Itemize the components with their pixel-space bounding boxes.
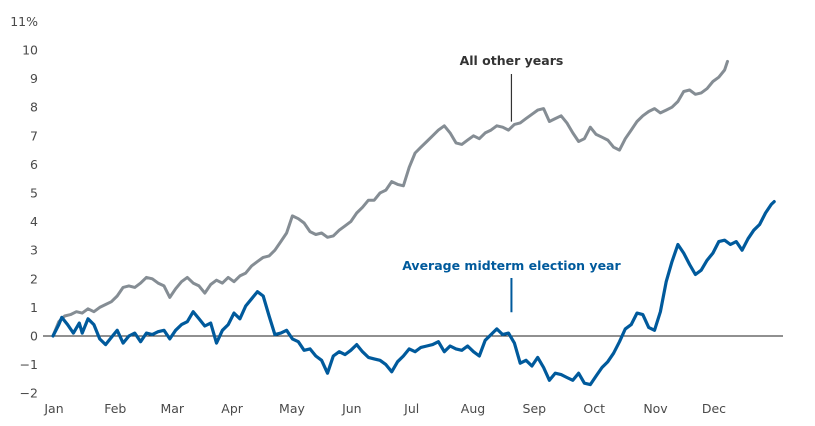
y-tick-label: 1: [30, 300, 38, 315]
y-tick-label: −1: [20, 357, 38, 372]
series-line-all-other-years: [51, 59, 729, 338]
x-tick-label: Sep: [523, 401, 547, 416]
x-tick-label: Feb: [104, 401, 126, 416]
midterm-year-label: Average midterm election year: [402, 258, 621, 273]
all-other-years-label: All other years: [460, 53, 564, 68]
y-tick-label: 0: [30, 329, 38, 344]
x-tick-label: Dec: [702, 401, 726, 416]
x-tick-label: Mar: [160, 401, 184, 416]
x-tick-label: Oct: [583, 401, 605, 416]
series-layer: [51, 59, 776, 387]
y-tick-label: 5: [30, 186, 38, 201]
x-tick-label: Aug: [461, 401, 485, 416]
x-tick-label: Jul: [403, 401, 419, 416]
y-tick-label: 8: [30, 100, 38, 115]
y-tick-label: 11%: [10, 14, 38, 29]
x-tick-label: Nov: [643, 401, 668, 416]
y-tick-label: 4: [30, 214, 38, 229]
x-axis-ticks: Jan Feb Mar Apr May Jun Jul Aug Sep Oct Nov Dec: [43, 401, 726, 416]
y-tick-label: 9: [30, 71, 38, 86]
annotations: All other years Average midterm election…: [402, 53, 621, 313]
series-line-midterm-year: [51, 200, 776, 387]
x-tick-label: Jun: [341, 401, 362, 416]
y-tick-label: 3: [30, 243, 38, 258]
x-tick-label: Apr: [221, 401, 243, 416]
x-tick-label: May: [279, 401, 305, 416]
y-tick-label: −2: [20, 386, 38, 401]
y-tick-label: 7: [30, 128, 38, 143]
y-tick-label: 6: [30, 157, 38, 172]
x-tick-label: Jan: [43, 401, 63, 416]
y-tick-label: 2: [30, 271, 38, 286]
y-tick-label: 10: [22, 43, 38, 58]
